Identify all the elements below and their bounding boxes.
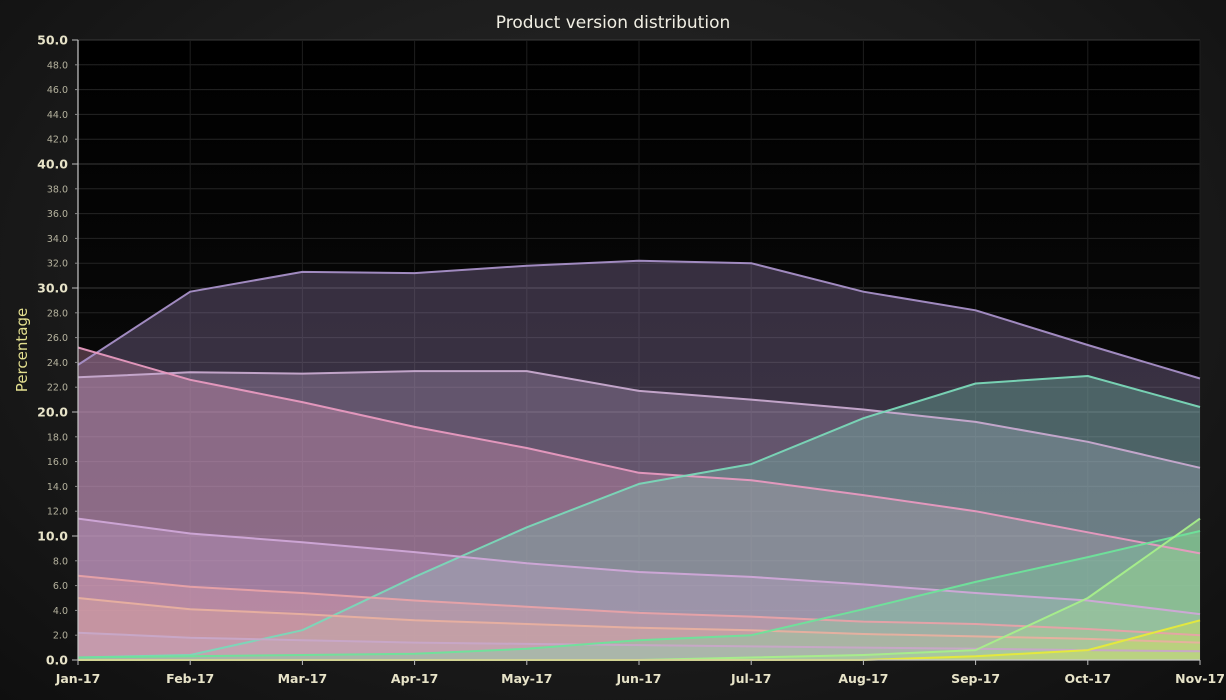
y-minor-tick-label: 36.0 <box>47 209 68 220</box>
y-tick-label: 40.0 <box>37 157 68 172</box>
x-tick-label: Apr-17 <box>391 671 438 686</box>
x-tick-label: Mar-17 <box>278 671 328 686</box>
chart-title: Product version distribution <box>496 13 731 33</box>
series-line-8 <box>77 530 1201 659</box>
y-minor-tick-label: 16.0 <box>47 457 68 468</box>
y-tick-label: 0.0 <box>46 653 68 668</box>
y-minor-tick-label: 48.0 <box>47 60 68 71</box>
series-line-2 <box>77 346 1201 555</box>
series-area-8 <box>78 531 1200 660</box>
y-minor-tick-label: 32.0 <box>47 259 68 270</box>
y-minor-tick-label: 38.0 <box>47 184 68 195</box>
y-minor-tick-label: 22.0 <box>47 383 68 394</box>
x-tick-label: Feb-17 <box>166 671 214 686</box>
series-line-6 <box>77 597 1201 644</box>
y-minor-tick-label: 14.0 <box>47 482 68 493</box>
y-minor-tick-label: 42.0 <box>47 135 68 146</box>
x-tick-label: Nov-17 <box>1175 671 1225 686</box>
y-tick-label: 20.0 <box>37 405 68 420</box>
y-tick-label: 30.0 <box>37 281 68 296</box>
y-minor-tick-label: 4.0 <box>53 606 68 617</box>
y-minor-tick-label: 46.0 <box>47 85 68 96</box>
y-minor-tick-label: 12.0 <box>47 507 68 518</box>
series-areas <box>78 260 1200 660</box>
y-minor-tick-label: 26.0 <box>47 333 68 344</box>
y-axis-label: Percentage <box>13 308 31 392</box>
y-tick-label: 10.0 <box>37 529 68 544</box>
x-tick-label: Oct-17 <box>1064 671 1111 686</box>
y-minor-tick-label: 24.0 <box>47 358 68 369</box>
x-tick-label: Jan-17 <box>55 671 101 686</box>
series-area-9 <box>78 518 1200 660</box>
y-tick-label: 50.0 <box>37 33 68 48</box>
x-axis-ticks: Jan-17 Feb-17 Mar-17 Apr-17 May-17 Jun-17 Jul-… <box>55 660 1225 686</box>
y-minor-tick-label: 44.0 <box>47 110 68 121</box>
y-minor-tick-label: 2.0 <box>53 631 68 642</box>
x-tick-label: Sep-17 <box>951 671 1000 686</box>
x-tick-label: May-17 <box>501 671 552 686</box>
series-line-0 <box>77 259 1201 380</box>
series-area-10 <box>78 620 1200 660</box>
x-tick-label: Jun-17 <box>615 671 661 686</box>
y-minor-tick-label: 28.0 <box>47 308 68 319</box>
series-area-2 <box>78 347 1200 660</box>
series-line-4 <box>77 517 1201 616</box>
y-minor-tick-label: 8.0 <box>53 556 68 567</box>
y-axis-ticks: 0.0 10.0 20.0 30.0 40.0 50.0 2.0 4.0 6.0 8.0 12.0 1… <box>37 33 78 668</box>
series-line-1 <box>77 370 1201 469</box>
series-line-5 <box>77 574 1201 637</box>
x-tick-label: Aug-17 <box>838 671 888 686</box>
series-area-4 <box>78 518 1200 660</box>
series-area-6 <box>78 598 1200 660</box>
y-minor-tick-label: 6.0 <box>53 581 68 592</box>
y-minor-tick-label: 34.0 <box>47 234 68 245</box>
series-area-0 <box>78 260 1200 660</box>
y-minor-tick-label: 18.0 <box>47 432 68 443</box>
series-line-7 <box>77 631 1201 653</box>
x-tick-label: Jul-17 <box>730 671 771 686</box>
